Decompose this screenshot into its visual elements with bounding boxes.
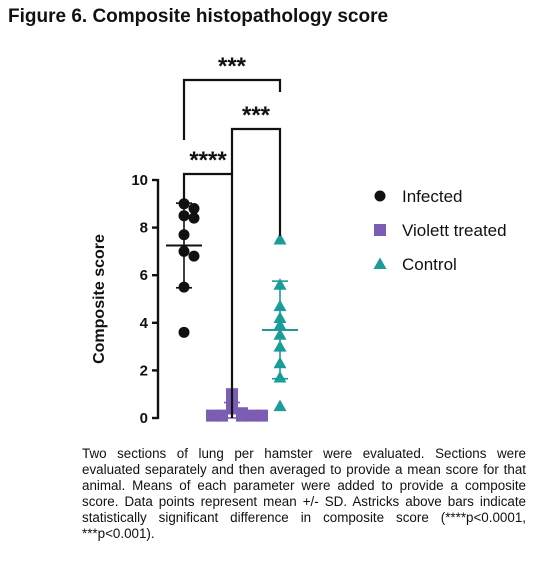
infected-point — [188, 203, 200, 215]
y-tick-label-4: 4 — [140, 315, 149, 332]
legend-label-infected: Infected — [402, 187, 463, 206]
infected-point — [188, 250, 200, 262]
control-point — [273, 399, 287, 412]
figure-title: Figure 6. Composite histopathology score — [8, 6, 389, 27]
significance-label: **** — [189, 147, 227, 174]
y-tick-label-2: 2 — [140, 362, 148, 379]
y-tick-label-10: 10 — [131, 172, 148, 189]
infected-point — [178, 326, 190, 338]
violett-treated-point — [256, 409, 268, 422]
legend-label-control: Control — [402, 255, 457, 274]
y-tick-label-8: 8 — [140, 220, 148, 237]
legend-marker-control — [373, 257, 387, 269]
control-point — [273, 233, 287, 245]
legend-marker-infected — [374, 190, 386, 202]
significance-label: *** — [218, 53, 247, 80]
y-axis-label: Composite score — [91, 234, 108, 364]
significance-bracket — [182, 78, 282, 140]
violett-treated-point — [246, 409, 258, 422]
significance-bracket — [230, 127, 282, 236]
significance-bracket — [182, 172, 234, 418]
y-tick-label-0: 0 — [140, 410, 148, 427]
y-tick-label-6: 6 — [140, 267, 148, 284]
legend-marker-violett-treated — [374, 224, 386, 236]
figure-caption: Two sections of lung per hamster were ev… — [82, 446, 526, 541]
legend-label-violett-treated: Violett treated — [402, 221, 507, 240]
violett-treated-point — [206, 409, 218, 422]
infected-point — [188, 212, 200, 224]
significance-label: *** — [242, 102, 271, 129]
